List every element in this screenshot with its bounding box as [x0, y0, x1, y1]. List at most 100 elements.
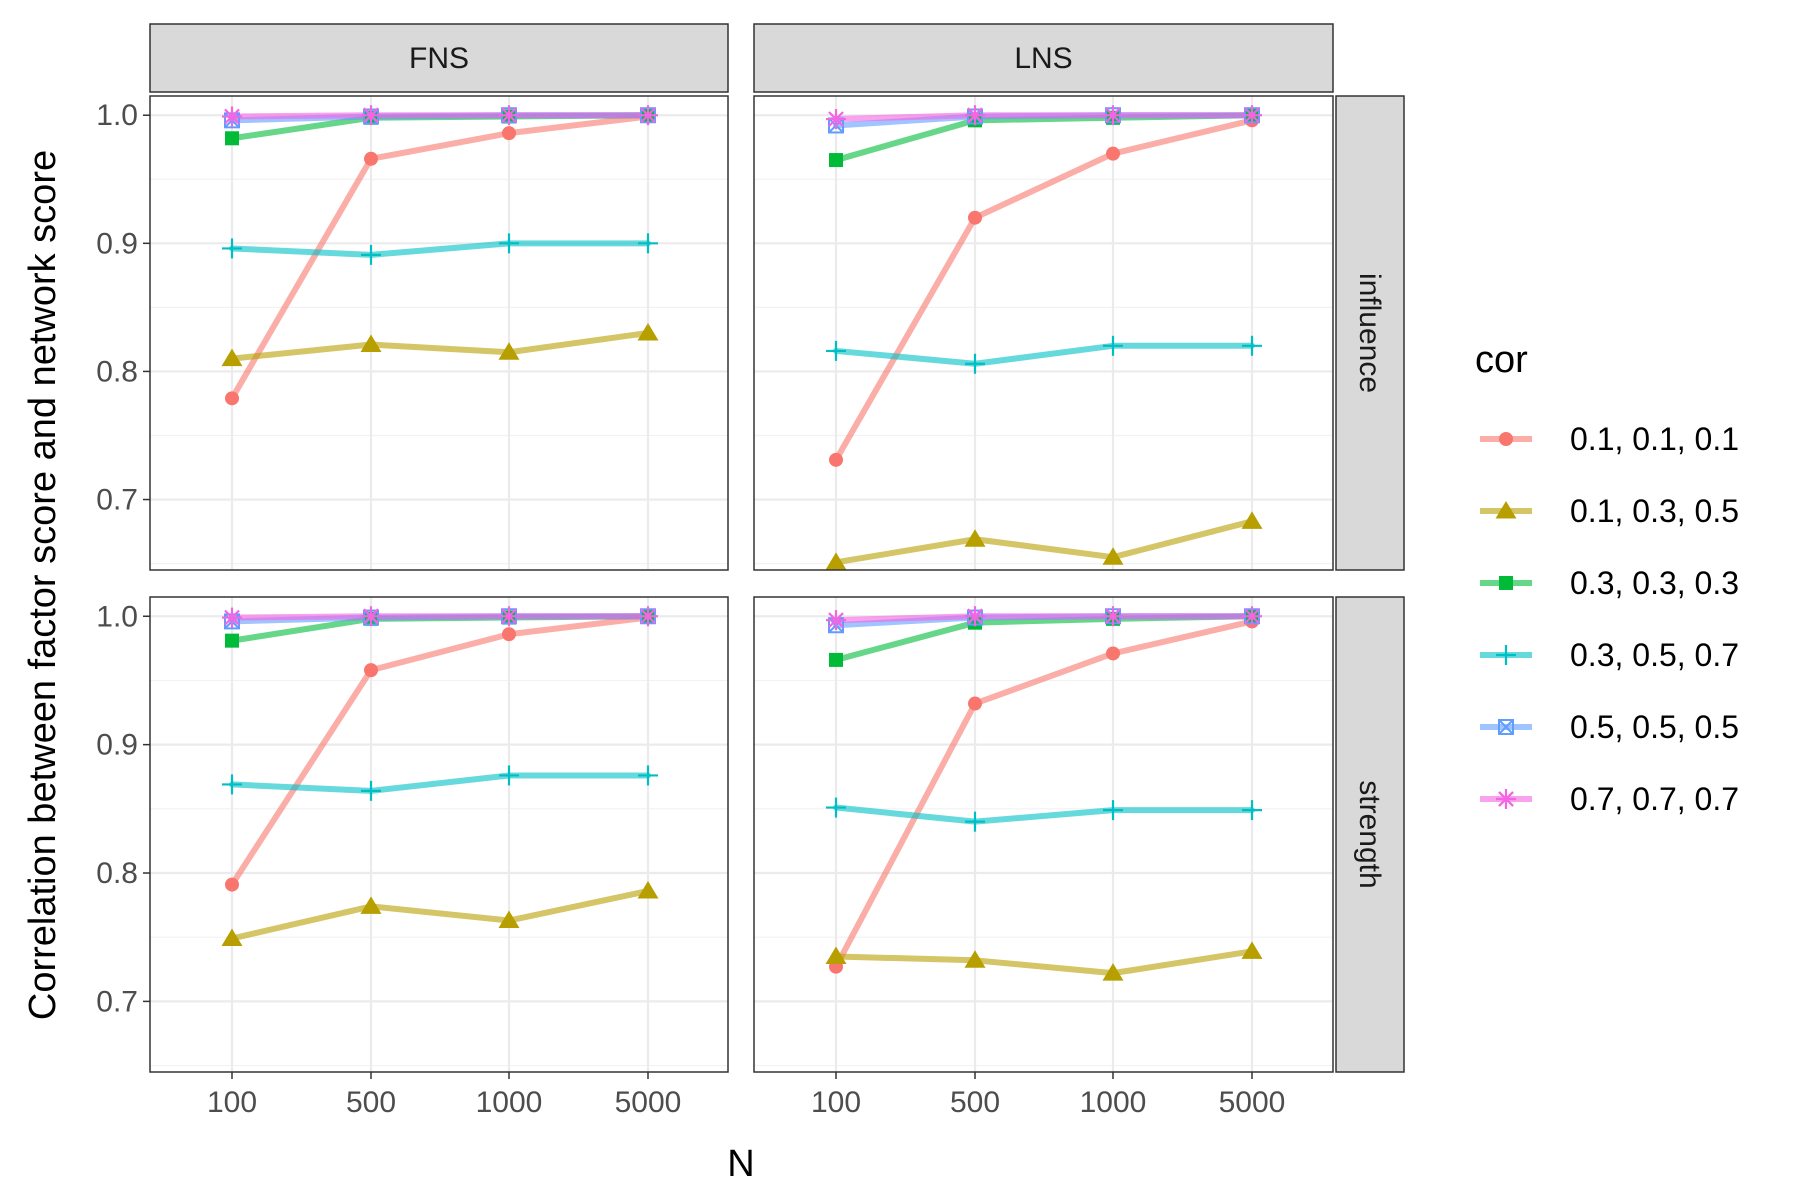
panel-lns-influence	[753, 95, 1334, 571]
data-point-0-1-0-3-0-5	[964, 950, 986, 968]
data-point-0-1-0-1-0-1	[225, 877, 239, 892]
data-point-0-7-0-7-0-7	[361, 105, 381, 126]
legend-label: 0.1, 0.1, 0.1	[1570, 421, 1739, 457]
data-point-0-3-0-3-0-3	[225, 131, 239, 146]
legend-key-marker	[1498, 719, 1514, 735]
marker-ast-4	[640, 107, 656, 124]
marker-circle	[364, 663, 378, 678]
marker-triangle	[221, 928, 243, 946]
x-tick-label: 500	[950, 1086, 1000, 1119]
marker-ast-4	[640, 608, 656, 625]
panels	[149, 95, 1334, 1073]
series-line-0-3-0-5-0-7	[833, 342, 1255, 367]
y-tick-label: 0.7	[96, 484, 138, 517]
data-point-0-3-0-5-0-7	[1242, 335, 1262, 356]
legend-title: cor	[1475, 339, 1528, 381]
data-point-0-7-0-7-0-7	[499, 606, 519, 627]
series-line-0-7-0-7-0-7	[229, 613, 651, 621]
series-line-0-3-0-5-0-7	[229, 772, 651, 794]
panel-border	[149, 596, 729, 1073]
data-point-0-1-0-3-0-5	[637, 880, 659, 899]
data-point-0-3-0-5-0-7	[638, 233, 658, 254]
marker-triangle	[221, 348, 243, 367]
legend-item-0-1-0-1-0-1: 0.1, 0.1, 0.1	[1480, 421, 1739, 457]
marker-circle	[968, 210, 982, 225]
data-point-0-1-0-3-0-5	[221, 928, 243, 946]
legend-label: 0.1, 0.3, 0.5	[1570, 493, 1739, 529]
y-tick-label: 0.9	[96, 227, 138, 260]
data-point-0-1-0-3-0-5	[498, 342, 520, 360]
series-line-0-1-0-3-0-5	[833, 948, 1255, 977]
strip-background	[1335, 95, 1405, 571]
y-axis-title: Correlation between factor score and net…	[22, 150, 64, 1020]
marker-circle	[1106, 146, 1120, 161]
data-point-0-7-0-7-0-7	[638, 105, 658, 126]
panel-fns-strength	[149, 596, 729, 1073]
legend-key-marker	[1499, 576, 1513, 590]
marker-triangle	[637, 880, 659, 899]
data-point-0-3-0-5-0-7	[826, 797, 846, 818]
data-point-0-1-0-1-0-1	[225, 391, 239, 406]
data-point-0-3-0-5-0-7	[638, 765, 658, 786]
data-point-0-3-0-5-0-7	[499, 233, 519, 254]
data-point-0-1-0-3-0-5	[360, 896, 382, 914]
data-point-0-1-0-1-0-1	[829, 452, 843, 467]
data-point-0-7-0-7-0-7	[1103, 105, 1123, 126]
strip-fns: FNS	[149, 23, 729, 93]
y-tick-label: 0.7	[96, 985, 138, 1018]
marker-circle	[1499, 432, 1513, 446]
x-tick-label: 100	[811, 1086, 861, 1119]
x-tick-label: 100	[207, 1086, 257, 1119]
legend-label: 0.3, 0.3, 0.3	[1570, 565, 1739, 601]
data-point-0-1-0-1-0-1	[502, 126, 516, 141]
marker-ast-4	[363, 608, 379, 625]
data-point-0-7-0-7-0-7	[965, 105, 985, 126]
marker-triangle	[1495, 501, 1517, 519]
marker-ast-4	[828, 612, 844, 628]
data-point-0-1-0-3-0-5	[1102, 547, 1124, 565]
marker-square	[829, 153, 843, 168]
data-point-0-7-0-7-0-7	[222, 106, 242, 127]
series-line-0-7-0-7-0-7	[833, 112, 1255, 123]
data-point-0-3-0-5-0-7	[222, 238, 242, 259]
marker-circle	[829, 452, 843, 467]
data-point-0-7-0-7-0-7	[1242, 105, 1262, 126]
strip-strength: strength	[1335, 596, 1405, 1073]
marker-square	[1499, 576, 1513, 590]
strip-lns: LNS	[753, 23, 1334, 93]
x-tick-label: 1000	[1080, 1086, 1147, 1119]
strip-label: strength	[1353, 780, 1386, 888]
data-point-0-3-0-5-0-7	[361, 244, 381, 265]
panel-fns-influence	[149, 95, 729, 571]
data-point-0-7-0-7-0-7	[1103, 606, 1123, 627]
data-point-0-3-0-5-0-7	[361, 780, 381, 801]
series-line-0-3-0-5-0-7	[833, 804, 1255, 825]
panel-background	[150, 597, 728, 1072]
data-point-0-7-0-7-0-7	[638, 606, 658, 627]
axes: 0.7 0.8 0.9 1.0 0.7 0.8 0.9 1.0 100 500 1000 5000 10…	[96, 99, 1285, 1119]
legend-item-0-1-0-3-0-5: 0.1, 0.3, 0.5	[1480, 493, 1739, 529]
series-line-0-1-0-1-0-1	[229, 113, 651, 402]
data-point-0-3-0-3-0-3	[225, 633, 239, 648]
marker-circle	[502, 126, 516, 141]
y-tick-label: 0.8	[96, 857, 138, 890]
data-point-0-1-0-3-0-5	[637, 323, 659, 341]
marker-circle	[968, 696, 982, 711]
strip-label: FNS	[409, 42, 469, 75]
marker-triangle	[498, 910, 520, 929]
marker-triangle	[498, 342, 520, 360]
marker-triangle	[360, 896, 382, 914]
series-line-0-1-0-3-0-5	[833, 518, 1255, 566]
panel-border	[149, 95, 729, 571]
data-point-0-7-0-7-0-7	[222, 607, 242, 628]
legend-key-marker	[1499, 432, 1513, 446]
marker-ast-4	[224, 609, 240, 626]
data-point-0-1-0-3-0-5	[1102, 963, 1124, 981]
legend-key-marker	[1496, 645, 1516, 665]
marker-circle	[502, 627, 516, 642]
data-point-0-7-0-7-0-7	[499, 105, 519, 126]
marker-ast-4	[828, 111, 844, 127]
panel-lns-strength	[753, 596, 1334, 1073]
strip-influence: influence	[1335, 95, 1405, 571]
marker-triangle	[360, 334, 382, 353]
